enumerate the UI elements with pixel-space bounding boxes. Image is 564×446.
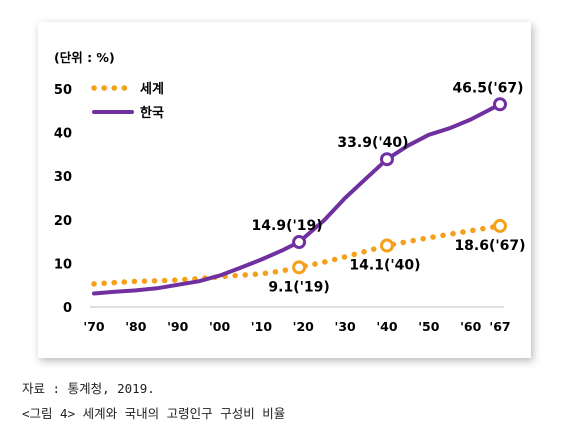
series-line-korea: [92, 102, 502, 296]
data-point-marker: [292, 235, 307, 250]
x-tick-label: '60: [460, 319, 482, 334]
y-tick-label: 30: [54, 170, 72, 185]
data-labels: 9.1('19) 14.1('40) 18.6('67) 14.9('19) 33.9(…: [252, 80, 526, 295]
figure-title: <그림 4> 세계와 국내의 고령인구 구성비 비율: [22, 406, 286, 421]
y-tick-label: 0: [63, 301, 72, 316]
data-point-marker: [379, 152, 394, 167]
axis-group: 0 10 20 30 40 50 '70 '80 '90 '00 '10 '20 '30 '40 '50 '6…: [54, 83, 511, 334]
x-tick-label: '80: [125, 319, 147, 334]
y-tick-label: 50: [54, 83, 72, 98]
chart-panel: (단위 : %) 0 10 20 30 40 50 '70 '80 '90 '00 '10 '20 '3…: [38, 22, 531, 358]
unit-label: (단위 : %): [54, 50, 115, 65]
data-point-marker: [493, 218, 507, 233]
data-point-marker: [379, 238, 394, 253]
data-point-marker: [493, 97, 507, 112]
x-tick-label: '00: [209, 319, 231, 334]
series-line-world: [91, 223, 503, 287]
x-tick-label: '50: [418, 319, 440, 334]
series-group: [91, 97, 507, 296]
x-tick-label: '20: [293, 319, 315, 334]
x-tick-label: '40: [376, 319, 398, 334]
y-tick-label: 20: [54, 214, 72, 229]
source-caption: 자료 : 통계청, 2019.: [22, 381, 155, 396]
x-tick-label: '70: [83, 319, 105, 334]
x-tick-label: '30: [335, 319, 357, 334]
data-label: 33.9('40): [337, 135, 408, 151]
x-tick-label: '90: [167, 319, 189, 334]
legend-label: 한국: [140, 105, 164, 121]
x-tick-label: '67: [489, 319, 510, 334]
data-point-marker: [292, 260, 307, 275]
y-tick-label: 10: [54, 257, 72, 272]
data-label: 18.6('67): [454, 238, 525, 254]
data-label: 46.5('67): [452, 80, 523, 96]
x-tick-label: '10: [251, 319, 273, 334]
data-label: 14.9('19): [252, 218, 323, 234]
line-chart: (단위 : %) 0 10 20 30 40 50 '70 '80 '90 '00 '10 '20 '3…: [54, 50, 526, 334]
data-label: 14.1('40): [349, 258, 420, 274]
legend-label: 세계: [140, 82, 164, 97]
y-tick-label: 40: [54, 127, 72, 142]
data-label: 9.1('19): [268, 279, 329, 295]
